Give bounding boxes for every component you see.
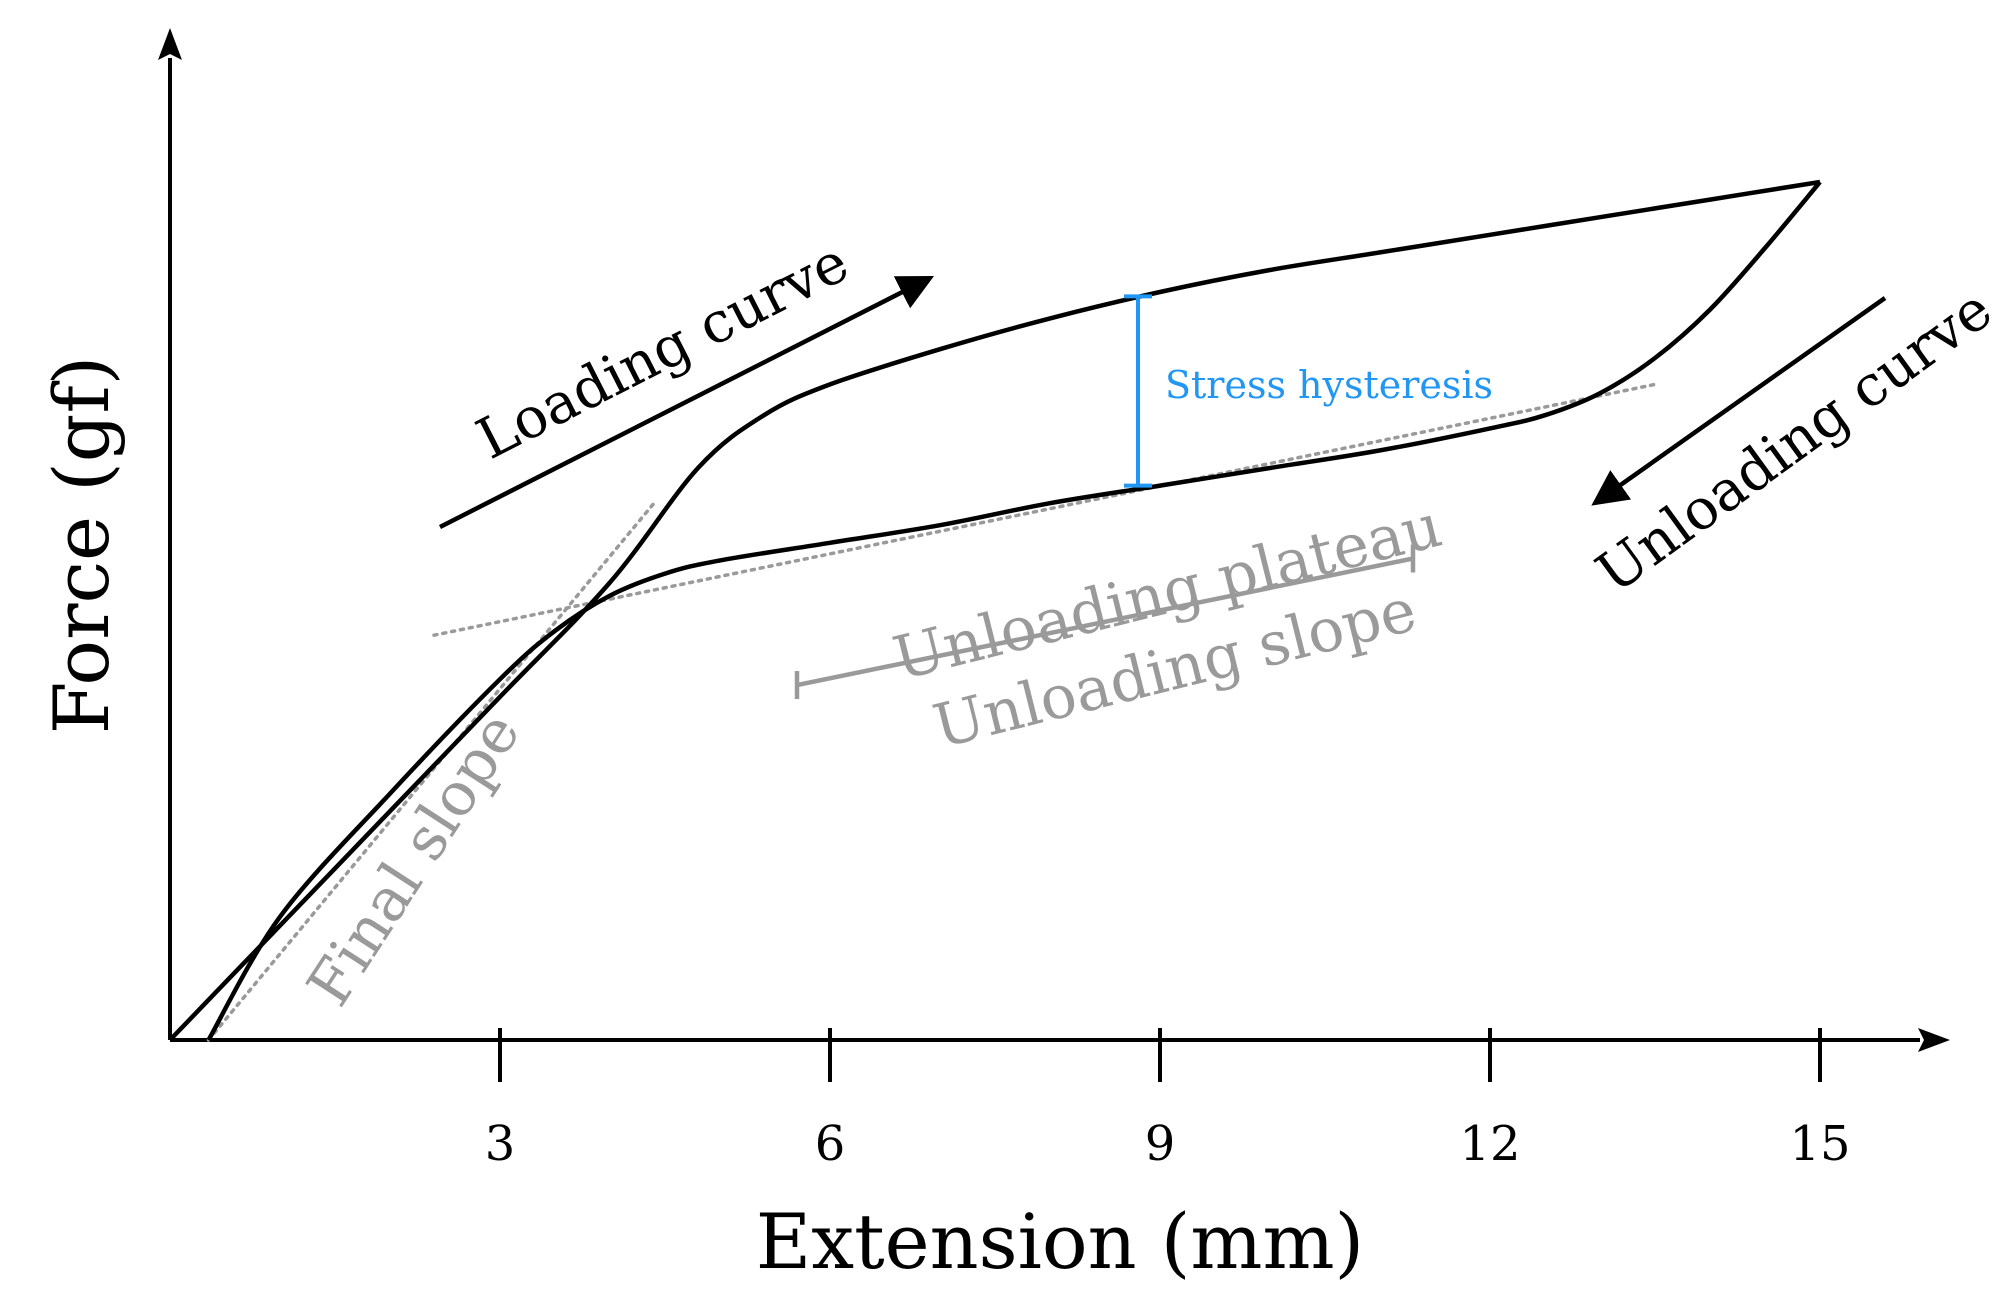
x-tick-label-6: 6	[815, 1116, 846, 1172]
y-axis-arrow	[158, 28, 182, 60]
loading-curve	[168, 179, 1821, 1042]
curves	[168, 179, 1822, 1042]
plateau-range-line	[796, 556, 1414, 688]
unloading-curve-arrow	[1591, 296, 1887, 506]
x-tick-label-9: 9	[1145, 1116, 1176, 1172]
x-tick-label-12: 12	[1459, 1116, 1520, 1172]
unloading-curve	[206, 180, 1822, 1042]
loading-curve-arrow	[438, 275, 935, 530]
x-axis-title: Extension (mm)	[756, 1197, 1364, 1286]
x-axis-arrow	[1918, 1028, 1950, 1052]
x-tick-label-3: 3	[485, 1116, 516, 1172]
stress-hysteresis-marker	[1124, 294, 1152, 488]
loading-curve-label: Loading curve	[467, 230, 859, 473]
y-axis-title: Force (gf)	[37, 356, 126, 734]
unloading-curve-annotation: Unloading curve	[1585, 277, 1992, 606]
unloading-curve-label: Unloading curve	[1585, 277, 1992, 606]
unloading-plateau-range-bar	[794, 544, 1416, 700]
stress-hysteresis-label: Stress hysteresis	[1165, 363, 1493, 407]
fit-lines	[206, 382, 1657, 1042]
x-tick-label-15: 15	[1789, 1116, 1850, 1172]
final-slope-fit-line	[206, 501, 656, 1042]
axes	[158, 28, 1950, 1052]
plateau-fit-line	[432, 382, 1657, 637]
x-ticks: 3 6 9 12 15	[485, 1028, 1851, 1172]
